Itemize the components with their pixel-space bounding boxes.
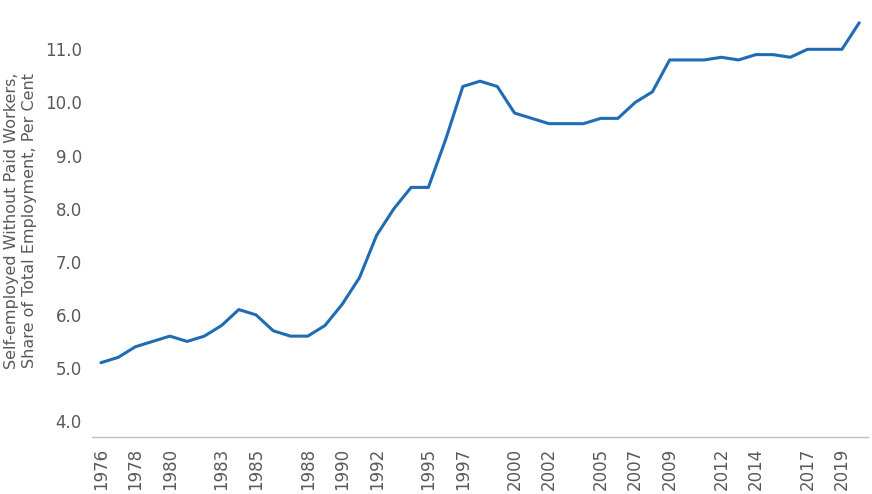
Y-axis label: Self-employed Without Paid Workers,
Share of Total Employment, Per Cent: Self-employed Without Paid Workers, Shar… bbox=[4, 72, 37, 369]
